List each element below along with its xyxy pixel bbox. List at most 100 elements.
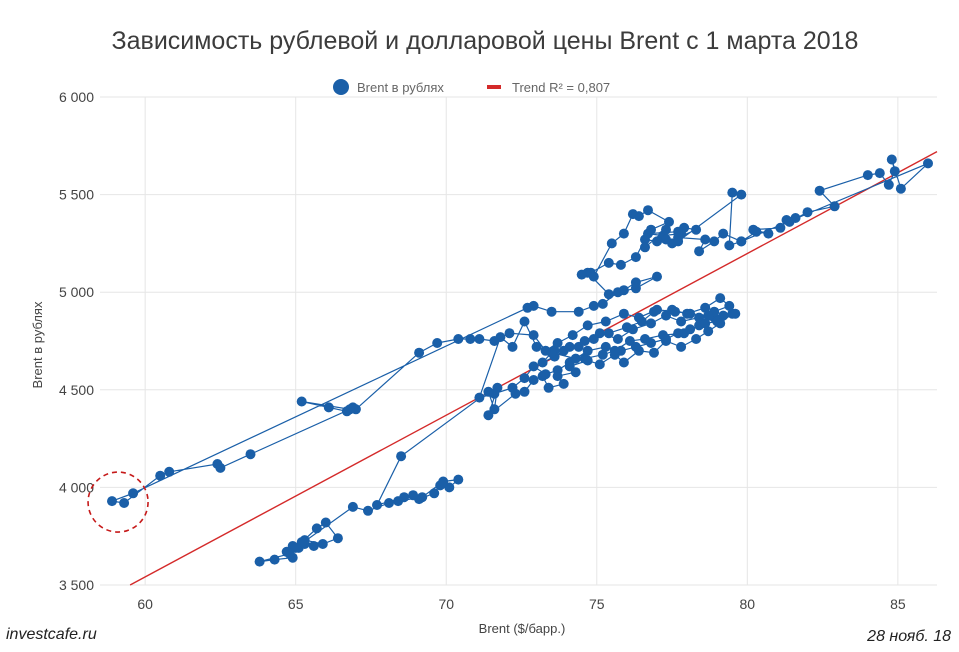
data-point <box>573 306 584 317</box>
data-point <box>323 402 334 413</box>
data-point <box>414 347 425 358</box>
series-layer <box>107 154 933 567</box>
data-point <box>646 224 656 235</box>
data-point <box>646 318 656 329</box>
data-point <box>643 205 653 216</box>
data-point <box>775 222 786 233</box>
data-point <box>119 498 130 508</box>
highlight-circle <box>87 471 149 533</box>
x-tick-labels: 60 65 70 75 80 85 <box>137 596 905 612</box>
data-point <box>489 336 500 346</box>
data-point <box>465 334 476 344</box>
data-point <box>567 330 578 341</box>
data-point <box>558 378 569 389</box>
data-point <box>633 312 644 323</box>
data-point <box>603 328 614 339</box>
data-point <box>874 168 885 179</box>
chart-title: Зависимость рублевой и долларовой цены B… <box>112 27 859 55</box>
data-point <box>670 306 681 317</box>
data-point <box>519 386 530 397</box>
data-point <box>618 285 629 296</box>
data-point <box>311 523 322 534</box>
data-point <box>546 306 557 317</box>
data-point <box>618 357 629 368</box>
data-point <box>531 341 542 352</box>
data-point <box>552 365 563 376</box>
data-point <box>582 320 593 331</box>
data-point <box>649 347 659 358</box>
data-point <box>724 300 735 311</box>
data-point <box>802 207 813 218</box>
data-point <box>691 334 702 344</box>
data-point <box>673 328 684 339</box>
data-point <box>597 298 608 309</box>
data-point <box>664 216 674 227</box>
x-tick-label: 70 <box>438 596 454 612</box>
data-point <box>889 166 900 177</box>
data-point <box>483 410 494 421</box>
data-point <box>661 224 671 235</box>
data-point <box>552 338 563 348</box>
data-point <box>862 170 873 181</box>
data-point <box>652 304 662 315</box>
data-point <box>558 345 569 356</box>
data-point <box>763 228 774 239</box>
data-point <box>408 490 419 501</box>
data-point <box>700 234 711 245</box>
data-point <box>923 158 933 169</box>
x-axis-label: Brent ($/барр.) <box>479 621 566 636</box>
data-point <box>128 488 139 499</box>
data-point <box>814 185 825 196</box>
data-point <box>579 353 590 364</box>
data-point <box>363 505 373 516</box>
data-point <box>107 496 117 507</box>
data-point <box>829 201 840 212</box>
data-point <box>432 338 443 348</box>
data-point <box>621 322 632 333</box>
data-point <box>661 334 671 344</box>
data-point <box>519 373 530 384</box>
data-point <box>652 271 662 282</box>
x-tick-label: 60 <box>137 596 153 612</box>
x-tick-label: 85 <box>890 596 906 612</box>
data-point <box>685 308 696 319</box>
data-point <box>588 271 599 282</box>
x-tick-label: 75 <box>589 596 605 612</box>
legend-marker-trend <box>487 85 501 89</box>
data-point <box>540 369 551 380</box>
data-point <box>393 496 404 507</box>
legend-label-trend: Trend R² = 0,807 <box>512 80 610 95</box>
data-point <box>600 316 611 327</box>
data-point <box>474 334 485 344</box>
data-point <box>269 554 280 565</box>
data-point <box>597 349 608 360</box>
data-point <box>570 353 581 364</box>
data-point <box>155 470 166 481</box>
data-point <box>528 300 539 311</box>
y-tick-label: 5 500 <box>59 187 94 203</box>
data-point <box>576 269 587 280</box>
data-point <box>245 449 256 460</box>
data-point <box>736 236 747 247</box>
y-tick-label: 6 000 <box>59 89 94 105</box>
y-tick-labels: 3 500 4 000 4 500 5 000 5 500 6 000 <box>59 89 94 593</box>
data-point <box>164 466 175 477</box>
data-point <box>317 539 328 549</box>
legend-label-points: Brent в рублях <box>357 80 444 95</box>
data-point <box>630 341 641 352</box>
data-point <box>703 326 714 337</box>
data-point <box>603 289 614 300</box>
data-point <box>600 341 611 352</box>
y-tick-label: 3 500 <box>59 577 94 593</box>
data-point <box>615 259 626 270</box>
data-point <box>528 330 539 341</box>
data-point <box>453 474 464 485</box>
data-point <box>630 252 641 263</box>
data-point <box>895 183 906 194</box>
data-point <box>543 382 554 393</box>
y-tick-label: 5 000 <box>59 284 94 300</box>
data-point <box>700 302 711 313</box>
data-point <box>748 224 759 235</box>
data-point <box>384 498 394 508</box>
